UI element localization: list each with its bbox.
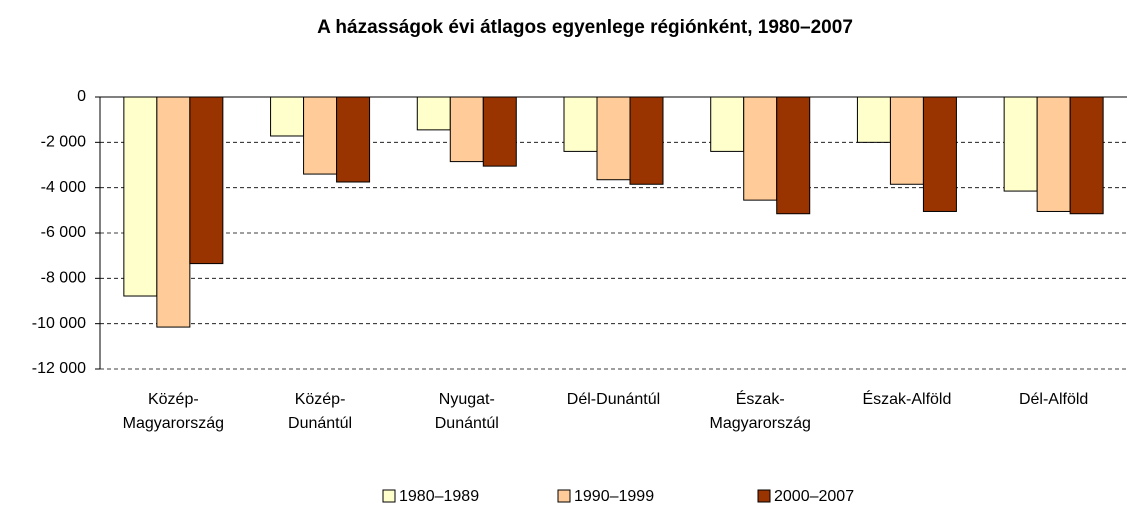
y-tick-label: -12 000 [32,360,86,377]
bar [156,96,191,328]
legend-label: 1980–1989 [399,488,479,505]
bar [336,96,371,183]
bar [889,96,924,185]
bar [710,96,745,152]
bar [743,96,778,201]
bar [563,96,598,152]
bar [856,96,891,143]
legend-swatch [382,489,396,503]
x-tick-label: Észak- Magyarország [709,391,811,432]
bar [1003,96,1038,192]
bar [1069,96,1104,215]
bar [303,96,338,175]
y-tick-label: -8 000 [41,270,86,287]
bar [416,96,451,131]
legend-label: 1990–1999 [574,488,654,505]
bar [776,96,811,215]
legend-swatch [757,489,771,503]
legend-swatch [557,489,571,503]
y-tick-label: -6 000 [41,224,86,241]
bar [596,96,631,181]
bar [922,96,957,212]
y-tick-label: 0 [77,88,86,105]
x-tick-label: Közép- Magyarország [122,391,225,432]
x-tick-label: Közép- Dunántúl [288,391,353,432]
x-tick-label: Nyugat- Dunántúl [434,391,499,432]
bar [270,96,305,137]
chart-title: A házasságok évi átlagos egyenlege régió… [317,17,853,38]
bar [123,96,158,297]
x-tick-label: Észak-Alföld [862,391,952,408]
y-tick-label: -4 000 [41,179,86,196]
x-tick-label: Dél-Alföld [1018,391,1089,408]
bar [1036,96,1071,212]
x-tick-label: Dél-Dunántúl [566,391,661,408]
legend-label: 2000–2007 [774,488,854,505]
y-tick-label: -10 000 [32,315,86,332]
y-tick-label: -2 000 [41,134,86,151]
bar [629,96,664,185]
bar [189,96,224,265]
bar [482,96,517,167]
bar [449,96,484,163]
